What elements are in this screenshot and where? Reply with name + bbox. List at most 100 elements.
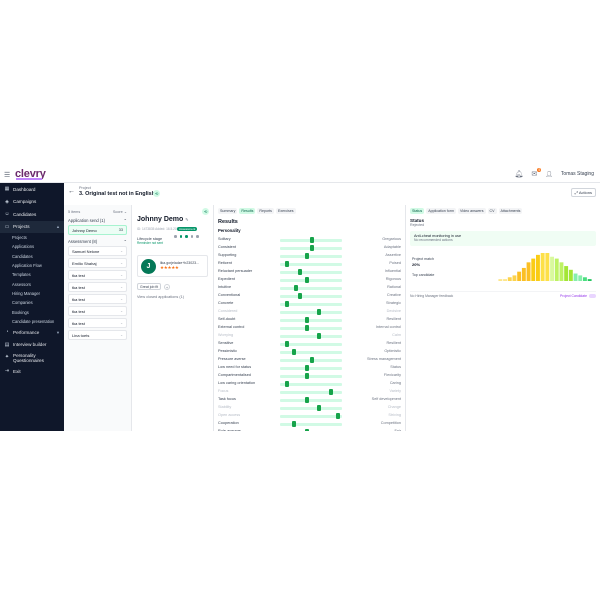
trait-left-label: Self-doubt xyxy=(218,317,236,321)
lifecycle-stages[interactable] xyxy=(174,235,199,238)
sidebar-subitem-applications[interactable]: Applications xyxy=(12,244,35,250)
trait-left-label: Pessimistic xyxy=(218,349,237,353)
notification-badge: 5 xyxy=(537,168,542,172)
trait-scale xyxy=(280,365,342,371)
notifications-button[interactable]: ✉ 5 xyxy=(531,168,542,178)
sidebar-item-personality-questionnaires[interactable]: ✦ Personality Questionnaires xyxy=(0,351,64,365)
trait-marker xyxy=(304,365,309,371)
tab-application-form[interactable]: Application form xyxy=(426,208,456,214)
trait-row: Compartmentalised Flexicarity xyxy=(218,372,401,380)
candidate-name: Lina toets xyxy=(72,332,90,338)
trait-right-label: Fair xyxy=(394,429,401,431)
back-arrow-icon[interactable]: ← xyxy=(68,188,75,195)
trait-left-label: Task focus xyxy=(218,397,236,401)
edit-icon[interactable]: ✎ xyxy=(185,217,189,222)
tab-video-answers[interactable]: Video answers xyxy=(457,208,486,214)
tab-reports[interactable]: Reports xyxy=(257,208,274,214)
trait-row: Pressure averse Stress management xyxy=(218,356,401,364)
sidebar-item-projects[interactable]: ▭ Projects ▲ xyxy=(0,220,64,233)
histogram-bar xyxy=(554,258,559,281)
rating-stars[interactable]: ★★★★★ xyxy=(160,265,179,270)
stage-dot xyxy=(190,235,193,238)
bell-icon[interactable]: 🔔︎ xyxy=(514,171,524,178)
view-closed-applications-link[interactable]: View closed applications (1) xyxy=(137,295,184,299)
list-item[interactable]: Emilio Shahaj ⌄ xyxy=(68,258,127,268)
trait-row: Task focus Self development xyxy=(218,396,401,404)
trait-row: Conventional Creative xyxy=(218,292,401,300)
histogram-bar xyxy=(521,267,526,281)
trait-right-label: Flexicarity xyxy=(383,373,401,377)
trait-scale xyxy=(280,261,342,267)
sort-dropdown[interactable]: Score ⌄ xyxy=(113,209,127,214)
user-name[interactable]: Tomas Staging xyxy=(560,171,594,177)
sidebar-item-exit[interactable]: ⇥ Exit xyxy=(0,365,64,378)
sidebar-item-dashboard[interactable]: ▦ Dashboard xyxy=(0,183,64,196)
breadcrumb[interactable]: Project xyxy=(79,186,91,190)
user-icon[interactable]: 👤︎ xyxy=(545,171,553,178)
folder-icon: ▭ xyxy=(4,223,10,230)
stage-section[interactable]: Application send (1) ⌃ xyxy=(68,216,127,225)
sidebar-subitem-companies[interactable]: Companies xyxy=(12,300,33,306)
list-item[interactable]: Lina toets ⌄ xyxy=(68,330,127,340)
list-item[interactable]: tka test ⌄ xyxy=(68,282,127,292)
sidebar-subitem-assessors[interactable]: Assessors xyxy=(12,281,31,287)
sidebar-subitem-bookings[interactable]: Bookings xyxy=(12,309,29,315)
sidebar-subitem-candidate-presentation[interactable]: Candidate presentation xyxy=(12,318,55,324)
stage-section[interactable]: Assessment (8) ⌃ xyxy=(68,237,127,246)
tab-attachments[interactable]: Attachments xyxy=(498,208,523,214)
trait-marker xyxy=(317,333,322,339)
tab-results[interactable]: Results xyxy=(239,208,256,214)
sidebar-item-campaigns[interactable]: ◈ Campaigns xyxy=(0,196,64,209)
sidebar-item-interview-builder[interactable]: ▤ Interview builder xyxy=(0,338,64,351)
trait-row: Considered Decisive xyxy=(218,308,401,316)
tab-status[interactable]: Status xyxy=(410,208,425,214)
sidebar-subitem-hiring-manager[interactable]: Hiring Manager xyxy=(12,290,40,296)
candidate-email[interactable]: lika.gorjeladze+b23023... xyxy=(160,261,200,265)
exit-icon: ⇥ xyxy=(4,368,10,375)
trait-marker xyxy=(304,277,309,283)
histogram-bar xyxy=(550,256,554,281)
trait-left-label: Reluctant persuader xyxy=(218,269,253,273)
trait-left-label: Sensitive xyxy=(218,341,234,345)
link-icon[interactable]: ⟲ xyxy=(202,208,209,215)
trait-right-label: Creative xyxy=(386,293,401,297)
sidebar-subitem-projects[interactable]: Projects xyxy=(12,235,27,241)
trait-marker xyxy=(304,317,309,323)
sidebar-item-performance[interactable]: ◔ Performance ▼ xyxy=(0,326,64,339)
candidate-name: Samuel Nelone xyxy=(72,248,100,254)
match-value: 20% xyxy=(412,262,421,267)
sidebar-subitem-candidates[interactable]: Candidates xyxy=(12,253,33,259)
chevron-down-icon: ⌄ xyxy=(120,249,123,253)
anti-cheat-box: Anti-cheat monitoring in use No recommen… xyxy=(410,231,596,246)
sidebar-subitem-application-flow[interactable]: Application Flow xyxy=(12,263,42,269)
sidebar-subitem-templates[interactable]: Templates xyxy=(12,272,31,278)
tag-row: Great job fit + xyxy=(137,283,208,290)
list-item[interactable]: tka test ⌄ xyxy=(68,270,127,280)
stage-dot xyxy=(174,235,177,238)
link-icon[interactable]: ⟲ xyxy=(153,190,160,197)
actions-button[interactable]: ⤢ Actions xyxy=(570,188,596,197)
list-item[interactable]: tka test ⌄ xyxy=(68,294,127,304)
histogram-bar xyxy=(517,271,522,281)
trait-row: Focus Variety xyxy=(218,388,401,396)
candidate-view-toggle[interactable]: Project Candidate xyxy=(560,294,596,298)
trait-right-label: Optimistic xyxy=(384,349,401,353)
trait-right-label: Calm xyxy=(392,333,401,337)
tab-summary[interactable]: Summary xyxy=(218,208,238,214)
list-item[interactable]: tka test ⌄ xyxy=(68,306,127,316)
toggle-switch[interactable] xyxy=(589,294,596,298)
list-item[interactable]: Johnny Demo 33 xyxy=(68,225,127,235)
menu-icon[interactable]: ☰ xyxy=(4,172,11,179)
tab-cv[interactable]: CV xyxy=(487,208,497,214)
top-right-controls: 🔔︎ ✉ 5 👤︎ Tomas Staging xyxy=(514,168,594,178)
tab-exercises[interactable]: Exercises xyxy=(275,208,296,214)
tag-chip[interactable]: Great job fit xyxy=(137,283,162,290)
list-item[interactable]: tka test ⌄ xyxy=(68,318,127,328)
add-tag-button[interactable]: + xyxy=(164,283,171,290)
sidebar-item-candidates[interactable]: ☺ Candidates xyxy=(0,208,64,221)
trait-scale xyxy=(280,413,342,419)
list-item[interactable]: Samuel Nelone ⌄ xyxy=(68,246,127,256)
trait-right-label: Self development xyxy=(371,397,401,401)
histogram-bar xyxy=(545,253,550,281)
trait-row: Sensitive Resilient xyxy=(218,340,401,348)
